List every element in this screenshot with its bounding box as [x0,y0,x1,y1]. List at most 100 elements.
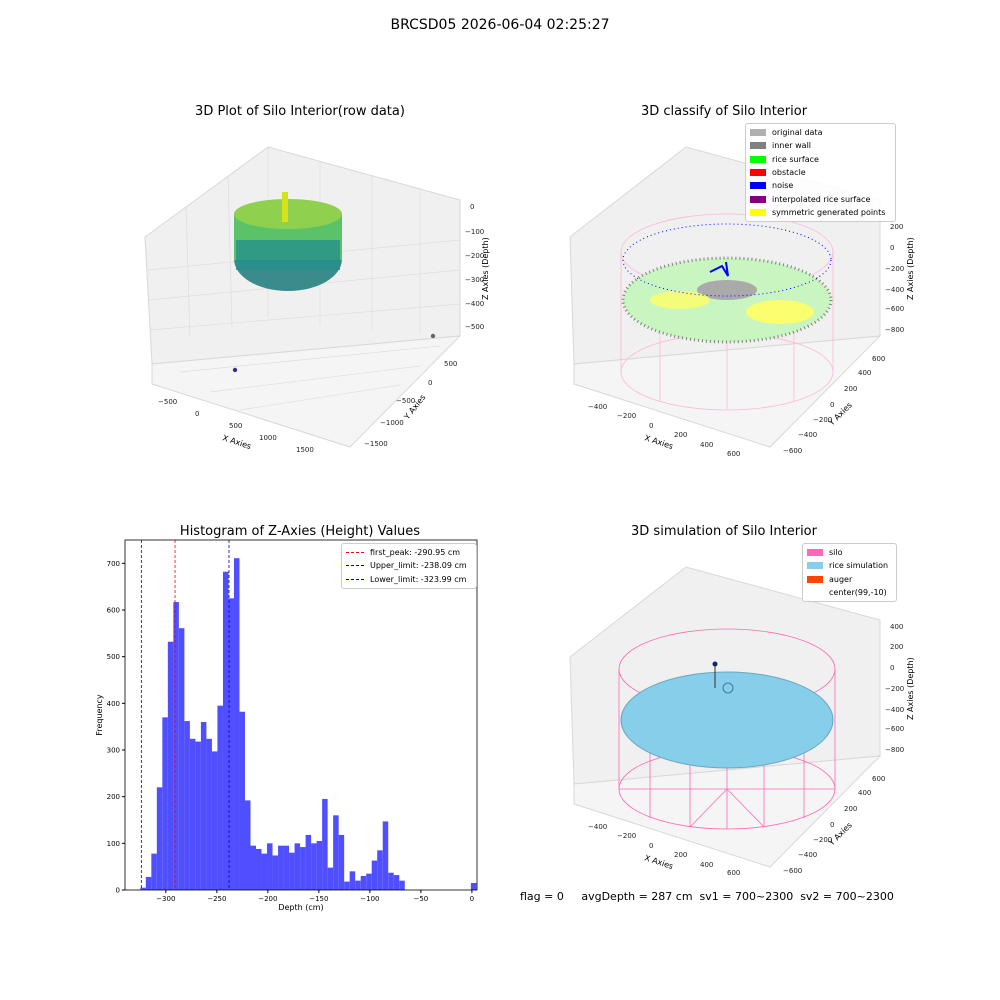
raw-grid [147,147,461,411]
raw-ztick: −200 [465,252,484,260]
raw-ytick: 500 [444,360,457,368]
histogram-bar [283,845,290,890]
raw-ytick: −1000 [380,419,404,427]
rice-simulation-surface [620,671,834,769]
simulation-xtick: 400 [700,861,713,869]
x-tick-label: −200 [258,895,277,903]
legend-item-center: center(99,-10) [807,586,892,599]
histogram-bar [366,873,372,890]
histogram-x-axis-label: Depth (cm) [278,903,323,912]
simulation-ytick: 200 [844,805,857,813]
simulation-ytick: −600 [783,867,802,875]
simulation-ytick: 400 [858,789,871,797]
simulation-xtick: 200 [674,851,687,859]
legend-item-upper-limit: Upper_limit: -238.09 cm [346,559,472,572]
simulation-ztick: −600 [885,725,904,733]
simulation-z-axis-label: Z Axies (Depth) [906,657,915,720]
simulation-xtick: −200 [617,832,636,840]
y-tick-label: 0 [116,887,120,895]
histogram-bar [173,602,179,890]
x-tick-label: −50 [413,895,428,903]
simulation-tick-labels: −400 −200 0 200 400 600 600 400 200 0 −2… [588,623,904,877]
histogram-bar [200,722,207,890]
histogram-title: Histogram of Z-Axies (Height) Values [179,524,421,539]
histogram-bar [145,876,152,890]
legend-item-symmetric-generated-points: symmetric generated points [750,206,891,219]
histogram-bar [333,815,339,890]
histogram-bar [355,880,361,890]
x-tick-label: 0 [470,895,474,903]
legend-item-first-peak: first_peak: -290.95 cm [346,546,472,559]
center-marker [722,682,734,694]
simulation-ztick: −800 [885,746,904,754]
histogram-bar [217,705,223,890]
classify-tick-labels: −400 −200 0 200 400 600 600 400 200 0 −2… [588,223,904,458]
histogram-bar [316,841,323,890]
simulation-xtick: 600 [727,869,740,877]
histogram-bar [371,860,378,890]
legend-swatch [807,549,823,557]
auger-tip [712,661,718,667]
raw-z-axis-label: Z Axies (Depth) [481,237,490,300]
simulation-ztick: −200 [885,685,904,693]
histogram-bar [382,821,389,890]
raw-xtick: 0 [195,410,199,418]
histogram-bar [289,852,295,890]
classify-xtick: −200 [617,412,636,420]
histogram-bar [156,787,163,890]
histogram-bars [140,558,477,890]
histogram-bar [206,738,212,890]
y-tick-label: 200 [107,793,120,801]
legend-line [346,578,364,580]
histogram-bar [278,845,284,890]
classify-ztick: −400 [885,286,904,294]
histogram-bar [239,711,245,890]
histogram-bar [360,876,367,890]
classify-xtick: −400 [588,403,607,411]
classify-z-axis-label: Z Axies (Depth) [906,237,915,300]
histogram-bar [344,881,350,890]
histogram-bar [140,887,146,890]
classify-ztick: −800 [885,326,904,334]
histogram-bar [228,598,234,890]
simulation-ztick: 200 [890,643,903,651]
legend-swatch [750,169,766,177]
histogram-bar [211,751,218,890]
classify-point-cloud [621,223,833,344]
classify-ytick: 600 [872,355,885,363]
raw-xtick: −500 [158,398,177,406]
classify-plot-title: 3D classify of Silo Interior [640,104,808,119]
simulation-xtick: 0 [649,842,653,850]
simulation-ztick: 0 [890,664,894,672]
simulation-ytick: −200 [813,836,832,844]
classify-ytick: 400 [858,369,871,377]
classify-legend: original data inner wall rice surface ob… [745,123,896,223]
legend-item-auger: auger [807,573,892,586]
classify-xtick: 600 [727,450,740,458]
histogram-bar [305,834,312,890]
classify-ztick: 0 [890,244,894,252]
simulation-ztick: 400 [890,623,903,631]
raw-xtick: 1000 [259,434,277,442]
legend-line [346,552,364,554]
legend-item-inner-wall: inner wall [750,139,891,152]
y-tick-label: 300 [107,747,120,755]
histogram-bar [300,847,306,890]
x-tick-label: −250 [207,895,226,903]
histogram-bar [222,571,229,890]
raw-point-cloud [232,192,436,373]
raw-ztick: 0 [470,203,474,211]
raw-ztick: −100 [465,228,484,236]
histogram-bar [349,871,356,890]
histogram-bar [178,628,185,890]
simulation-plot-title: 3D simulation of Silo Interior [631,524,817,539]
raw-ytick: 0 [428,379,432,387]
classify-ztick: −200 [885,265,904,273]
simulation-ztick: −400 [885,706,904,714]
histogram-bar [250,845,257,890]
legend-item-lower-limit: Lower_limit: -323.99 cm [346,573,472,586]
y-tick-label: 100 [107,840,120,848]
histogram-bar [189,738,196,890]
legend-item-silo: silo [807,546,892,559]
legend-item-original-data: original data [750,126,891,139]
